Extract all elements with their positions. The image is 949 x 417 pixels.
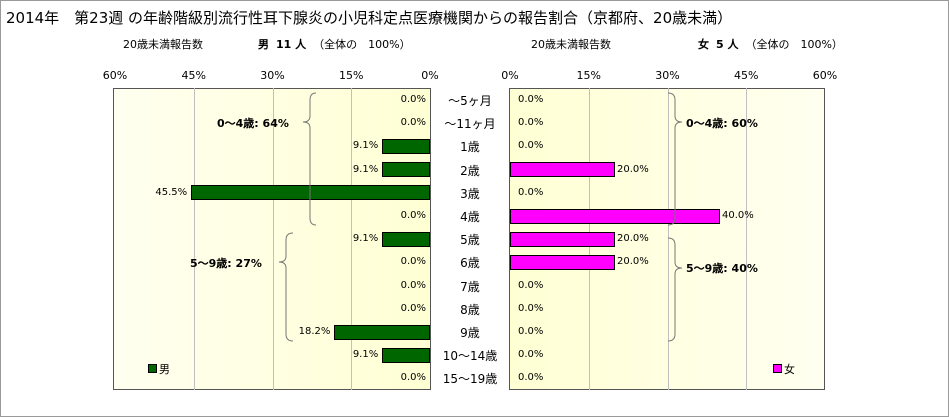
male-axis-tick: 30% — [260, 69, 285, 82]
female-plot-area — [509, 88, 825, 390]
male-0-4-brace — [302, 92, 317, 226]
male-5-9-brace — [278, 232, 294, 342]
legend-female: 女 — [773, 361, 795, 377]
male-header: 20歳未満報告数 男 11 人 （全体の 100%） — [123, 36, 411, 52]
male-data-label: 9.1% — [352, 140, 379, 152]
male-bar — [382, 347, 430, 363]
male-gridline — [351, 88, 353, 390]
chart-title: 2014年 第23週 の年齢階級別流行性耳下腺炎の小児科定点医療機関からの報告割… — [6, 9, 733, 27]
female-header: 20歳未満報告数 女 5 人 （全体の 100%） — [531, 36, 843, 52]
female-bar — [510, 254, 615, 270]
female-axis-tick: 45% — [734, 69, 759, 82]
male-bar — [191, 185, 430, 201]
legend-male-label: 男 — [159, 363, 170, 376]
female-data-label: 20.0% — [617, 233, 649, 245]
age-category-label: 15～19歳 — [442, 372, 498, 387]
annotation-female-5-9: 5～9歳: 40% — [686, 262, 758, 275]
age-category-label: 8歳 — [460, 302, 480, 317]
male-bar — [334, 324, 430, 340]
male-header-count: 11 人 — [276, 38, 307, 51]
age-category-label: 9歳 — [460, 326, 480, 340]
female-data-label: 0.0% — [518, 117, 544, 129]
age-category-label: 3歳 — [460, 186, 480, 201]
age-category-label: 2歳 — [460, 163, 480, 178]
legend-female-swatch — [773, 364, 782, 373]
male-gridline — [193, 88, 195, 390]
annotation-female-0-4: 0～4歳: 60% — [686, 117, 758, 130]
male-data-label: 0.0% — [400, 302, 426, 314]
female-axis-tick: 60% — [812, 69, 838, 82]
male-axis-tick: 60% — [102, 69, 128, 82]
female-header-note: （全体の 100%） — [745, 38, 843, 51]
age-category-label: ～5ヶ月 — [448, 94, 492, 108]
female-data-label: 0.0% — [518, 94, 544, 105]
male-data-label: 0.0% — [400, 94, 426, 105]
female-bar — [510, 231, 615, 247]
male-bar — [382, 162, 430, 178]
female-data-label: 0.0% — [518, 140, 544, 152]
male-data-label: 18.2% — [298, 326, 331, 337]
female-bar — [510, 208, 720, 224]
age-category-label: 1歳 — [460, 140, 480, 155]
female-header-label: 20歳未満報告数 — [531, 38, 611, 51]
annotation-male-0-4: 0～4歳: 64% — [217, 117, 289, 130]
male-plot-area — [113, 88, 431, 390]
age-category-label: 4歳 — [460, 210, 480, 224]
male-data-label: 9.1% — [352, 349, 379, 361]
female-axis-tick: 0% — [501, 69, 519, 82]
male-header-note: （全体の 100%） — [313, 38, 411, 51]
legend-female-label: 女 — [784, 363, 795, 376]
male-header-label: 20歳未満報告数 — [123, 38, 203, 51]
male-data-label: 9.1% — [352, 163, 379, 175]
male-data-label: 0.0% — [400, 372, 426, 384]
male-data-label: 0.0% — [400, 279, 426, 291]
male-header-sex: 男 — [258, 38, 269, 51]
female-data-label: 0.0% — [518, 279, 544, 291]
female-gridline — [746, 88, 748, 390]
female-axis-tick: 30% — [655, 69, 680, 82]
male-gridline — [272, 88, 274, 390]
male-axis-tick: 45% — [181, 69, 206, 82]
female-data-label: 20.0% — [617, 256, 649, 268]
female-data-label: 20.0% — [617, 163, 649, 175]
female-header-count: 5 人 — [716, 38, 739, 51]
female-data-label: 0.0% — [518, 326, 544, 337]
age-category-label: ～11ヶ月 — [444, 117, 496, 132]
female-data-label: 0.0% — [518, 186, 544, 198]
male-bar — [382, 231, 430, 247]
annotation-male-5-9: 5～9歳: 27% — [190, 257, 262, 270]
male-data-label: 0.0% — [400, 117, 426, 129]
female-0-4-brace — [667, 92, 683, 226]
female-gridline — [667, 88, 669, 390]
female-axis-tick: 15% — [576, 69, 601, 82]
female-header-sex: 女 — [698, 38, 709, 51]
female-data-label: 0.0% — [518, 349, 544, 361]
legend-male: 男 — [148, 361, 170, 377]
male-data-label: 9.1% — [352, 233, 379, 245]
female-5-9-brace — [667, 237, 683, 342]
age-category-label: 7歳 — [460, 279, 480, 294]
legend-male-swatch — [148, 364, 157, 373]
age-category-label: 10～14歳 — [442, 349, 498, 364]
age-category-label: 6歳 — [460, 256, 480, 271]
male-axis-tick: 0% — [421, 69, 439, 82]
male-data-label: 0.0% — [400, 210, 426, 221]
male-axis-tick: 15% — [339, 69, 364, 82]
female-data-label: 40.0% — [722, 210, 754, 221]
female-data-label: 0.0% — [518, 302, 544, 314]
male-data-label: 0.0% — [400, 256, 426, 268]
female-data-label: 0.0% — [518, 372, 544, 384]
male-bar — [382, 138, 430, 154]
male-data-label: 45.5% — [155, 186, 188, 198]
age-category-label: 5歳 — [460, 233, 480, 248]
female-bar — [510, 162, 615, 178]
